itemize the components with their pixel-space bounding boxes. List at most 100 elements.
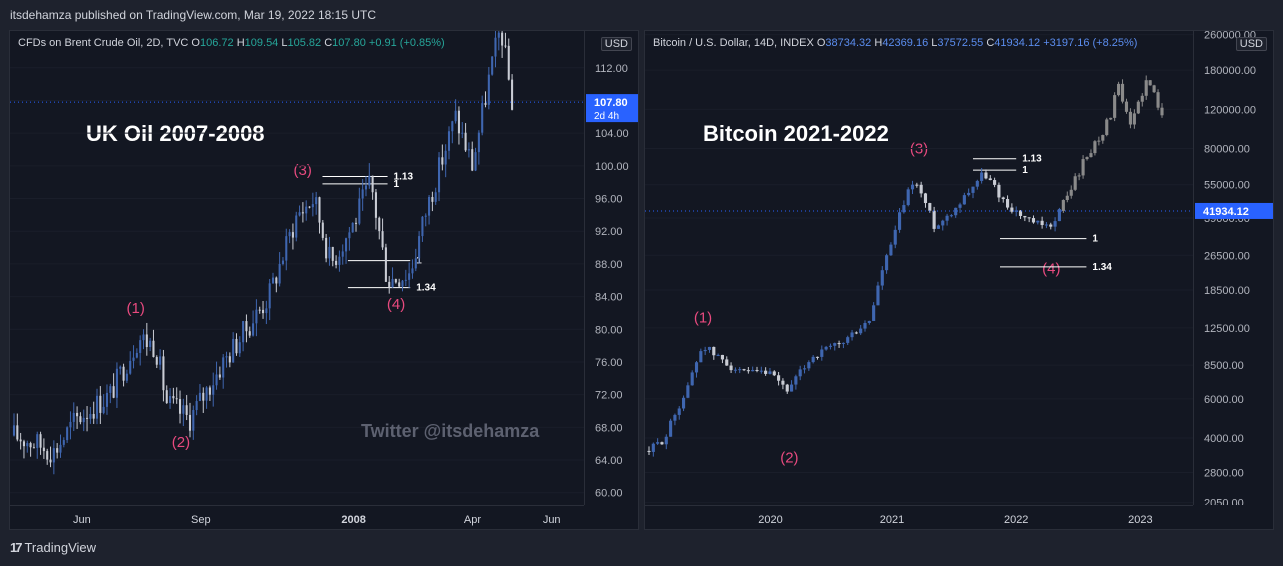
fib-level-label: 1 — [1022, 165, 1028, 176]
candle-body — [906, 189, 910, 206]
btc-close-label: C — [986, 37, 995, 49]
oil-price-axis[interactable]: 112.00108.00104.00100.0096.0092.0088.008… — [584, 31, 639, 505]
y-tick-label: 6000.00 — [1204, 394, 1244, 406]
candle-body — [52, 448, 55, 463]
candle-body — [681, 397, 686, 409]
candle-body — [910, 184, 915, 190]
footer-brand-label: TradingView — [24, 540, 97, 555]
candle-body — [265, 308, 268, 314]
projected-body — [1132, 113, 1136, 125]
candle-body — [178, 399, 182, 414]
oil-close-label: C — [324, 37, 333, 49]
candle-body — [351, 222, 354, 233]
y-tick-label: 180000.00 — [1204, 65, 1256, 77]
candle-body — [358, 198, 361, 224]
projected-body — [1120, 83, 1125, 102]
candle-body — [850, 332, 854, 338]
tradingview-logo-icon: 17 — [10, 540, 23, 555]
candle-body — [228, 356, 231, 363]
btc-currency-button[interactable]: USD — [1235, 37, 1267, 51]
candle-body — [501, 32, 504, 46]
candle-body — [159, 356, 162, 365]
oil-currency-button[interactable]: USD — [600, 37, 632, 51]
oil-close: 107.80 — [332, 37, 366, 49]
candle-body — [308, 206, 311, 208]
candle-body — [993, 180, 997, 185]
oil-open-label: O — [191, 37, 200, 49]
candle-body — [833, 343, 837, 346]
y-tick-label: 88.00 — [595, 259, 623, 271]
candle-body — [431, 196, 434, 202]
candle-body — [182, 405, 185, 414]
projected-body — [1089, 153, 1093, 158]
y-tick-label: 64.00 — [595, 455, 623, 467]
candle-body — [391, 279, 394, 288]
candle-body — [298, 212, 301, 216]
candle-body — [815, 356, 820, 358]
candle-body — [46, 451, 49, 460]
projected-body — [1069, 189, 1073, 196]
candle-body — [923, 193, 928, 204]
candle-body — [418, 236, 421, 259]
oil-change: +0.91 (+0.85%) — [368, 37, 445, 49]
candle-body — [301, 212, 304, 214]
candle-body — [428, 196, 431, 216]
candle-body — [82, 417, 85, 423]
x-tick-label: 2023 — [1128, 514, 1152, 526]
candle-body — [1049, 224, 1053, 227]
candle-body — [105, 392, 109, 407]
candle-body — [39, 434, 42, 448]
candle-body — [311, 204, 314, 208]
last-price-label: 41934.12 — [1203, 206, 1249, 218]
candle-body — [1031, 218, 1036, 223]
twitter-watermark: Twitter @itsdehamza — [361, 421, 540, 441]
btc-time-axis[interactable]: 2020 2021 2022 2023 — [645, 505, 1193, 530]
candle-body — [112, 386, 115, 398]
candle-body — [86, 417, 89, 419]
btc-symbol: Bitcoin / U.S. Dollar, 14D, INDEX — [653, 37, 814, 49]
candle-body — [341, 251, 344, 257]
footer-brand[interactable]: 17 TradingView — [10, 540, 96, 555]
candle-body — [477, 132, 480, 153]
candle-body — [511, 79, 514, 110]
candle-body — [318, 197, 321, 223]
x-tick-label: 2022 — [1004, 514, 1028, 526]
candle-body — [295, 215, 298, 238]
candle-body — [1044, 224, 1049, 226]
candle-body — [660, 442, 664, 445]
wave-labels-group: (1)(2)(3)(4) — [694, 140, 1061, 466]
candle-body — [457, 110, 460, 134]
candle-body — [235, 338, 238, 354]
candle-body — [354, 222, 358, 224]
wave-label: (2) — [780, 450, 798, 467]
candle-body — [152, 340, 155, 358]
candle-body — [212, 385, 215, 395]
candle-body — [664, 436, 668, 445]
chart-panel-right[interactable]: (1) (2) (3) (4) 1.13 1 1 1.34 Bitcoin 2021-2022 … — [644, 30, 1274, 530]
candle-body — [198, 392, 201, 402]
y-tick-label: 8500.00 — [1204, 360, 1244, 372]
x-tick-label: 2021 — [880, 514, 904, 526]
candle-body — [699, 351, 703, 363]
candle-body — [76, 412, 79, 417]
candle-body — [1040, 220, 1044, 226]
candle-body — [132, 357, 135, 361]
candle-body — [824, 346, 828, 350]
candle-body — [703, 349, 707, 352]
candle-body — [165, 390, 168, 404]
candle-body — [29, 443, 32, 448]
candle-body — [129, 360, 132, 374]
oil-time-axis[interactable]: Jun Sep 2008 Apr Jun — [10, 505, 584, 530]
candle-body — [694, 362, 699, 373]
btc-price-axis[interactable]: 260000.00 180000.00 120000.00 80000.00 55000… — [1193, 31, 1274, 505]
candle-body — [72, 412, 75, 422]
candle-body — [945, 215, 949, 221]
candle-body — [781, 380, 785, 385]
candle-body — [1023, 215, 1027, 218]
y-tick-label: 76.00 — [595, 357, 623, 369]
candle-body — [686, 385, 690, 398]
